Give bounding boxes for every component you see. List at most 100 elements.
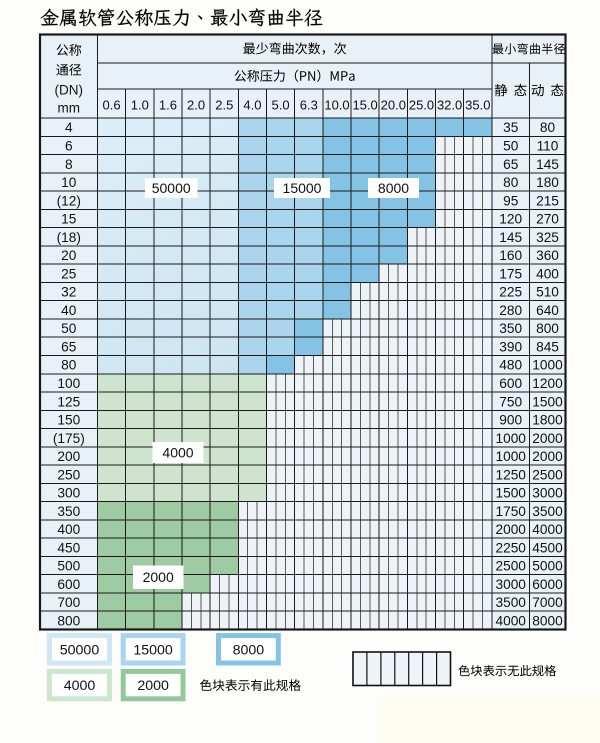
svg-text:40: 40 — [61, 303, 77, 318]
svg-text:145: 145 — [499, 230, 522, 245]
svg-text:250: 250 — [57, 467, 80, 482]
svg-text:(12): (12) — [57, 193, 81, 208]
svg-text:32: 32 — [61, 285, 76, 300]
svg-text:20: 20 — [61, 248, 77, 263]
svg-text:2500: 2500 — [532, 467, 563, 482]
svg-text:270: 270 — [536, 212, 559, 227]
svg-text:325: 325 — [536, 230, 559, 245]
svg-text:400: 400 — [57, 522, 80, 537]
svg-text:8000: 8000 — [233, 642, 265, 658]
svg-text:1500: 1500 — [532, 394, 563, 409]
svg-text:15.0: 15.0 — [352, 97, 377, 112]
svg-text:8000: 8000 — [378, 180, 409, 196]
svg-text:145: 145 — [536, 157, 559, 172]
svg-text:215: 215 — [536, 193, 559, 208]
svg-text:3500: 3500 — [495, 595, 526, 610]
svg-text:500: 500 — [57, 559, 80, 574]
svg-text:(DN): (DN) — [55, 82, 84, 97]
svg-text:10.0: 10.0 — [324, 97, 349, 112]
svg-text:800: 800 — [57, 614, 80, 629]
svg-text:160: 160 — [499, 248, 522, 263]
svg-text:100: 100 — [57, 376, 80, 391]
svg-text:25.0: 25.0 — [409, 97, 434, 112]
svg-text:95: 95 — [503, 193, 519, 208]
svg-text:800: 800 — [536, 321, 559, 336]
svg-text:1.0: 1.0 — [131, 97, 149, 112]
svg-text:510: 510 — [536, 285, 559, 300]
svg-text:350: 350 — [499, 321, 522, 336]
svg-text:400: 400 — [536, 266, 559, 281]
svg-text:65: 65 — [503, 157, 519, 172]
svg-text:7000: 7000 — [532, 595, 563, 610]
svg-text:0.6: 0.6 — [103, 97, 121, 112]
svg-text:2000: 2000 — [532, 431, 563, 446]
svg-text:6: 6 — [65, 139, 73, 154]
svg-text:6.3: 6.3 — [300, 97, 318, 112]
svg-text:8: 8 — [65, 157, 73, 172]
svg-text:4000: 4000 — [162, 445, 193, 461]
svg-text:450: 450 — [57, 540, 80, 555]
svg-text:65: 65 — [61, 339, 77, 354]
svg-text:4000: 4000 — [532, 522, 563, 537]
svg-text:4.0: 4.0 — [243, 97, 261, 112]
svg-text:20.0: 20.0 — [381, 97, 406, 112]
svg-text:80: 80 — [540, 120, 556, 135]
svg-text:8000: 8000 — [532, 614, 563, 629]
svg-text:700: 700 — [57, 595, 80, 610]
svg-text:600: 600 — [57, 577, 80, 592]
svg-text:640: 640 — [536, 303, 559, 318]
svg-text:2000: 2000 — [532, 449, 563, 464]
svg-text:2000: 2000 — [143, 569, 174, 585]
svg-text:3000: 3000 — [532, 486, 563, 501]
svg-text:25: 25 — [61, 266, 77, 281]
svg-text:750: 750 — [499, 394, 522, 409]
svg-text:2000: 2000 — [137, 678, 169, 694]
svg-text:32.0: 32.0 — [437, 97, 462, 112]
svg-text:480: 480 — [499, 358, 522, 373]
svg-text:4: 4 — [65, 120, 73, 135]
svg-text:35.0: 35.0 — [465, 97, 490, 112]
svg-text:200: 200 — [57, 449, 80, 464]
svg-text:150: 150 — [57, 413, 80, 428]
svg-text:15000: 15000 — [133, 642, 173, 658]
svg-text:1000: 1000 — [532, 358, 563, 373]
svg-text:845: 845 — [536, 339, 559, 354]
svg-text:80: 80 — [503, 175, 519, 190]
svg-text:15: 15 — [61, 212, 77, 227]
svg-text:6000: 6000 — [532, 577, 563, 592]
svg-text:1750: 1750 — [495, 504, 526, 519]
svg-text:50: 50 — [61, 321, 77, 336]
svg-text:3000: 3000 — [495, 577, 526, 592]
svg-text:15000: 15000 — [283, 180, 322, 196]
svg-text:350: 350 — [57, 504, 80, 519]
svg-text:2250: 2250 — [495, 540, 526, 555]
svg-text:1250: 1250 — [495, 467, 526, 482]
svg-text:35: 35 — [503, 120, 519, 135]
svg-text:80: 80 — [61, 358, 77, 373]
svg-text:(175): (175) — [53, 431, 85, 446]
svg-text:280: 280 — [499, 303, 522, 318]
svg-text:1800: 1800 — [532, 413, 563, 428]
svg-text:10: 10 — [61, 175, 77, 190]
svg-text:1500: 1500 — [495, 486, 526, 501]
svg-text:4500: 4500 — [532, 540, 563, 555]
svg-text:4000: 4000 — [495, 614, 526, 629]
svg-text:5000: 5000 — [532, 559, 563, 574]
svg-text:600: 600 — [499, 376, 522, 391]
svg-text:(18): (18) — [57, 230, 81, 245]
svg-text:5.0: 5.0 — [272, 97, 290, 112]
svg-text:390: 390 — [499, 339, 522, 354]
svg-text:1000: 1000 — [495, 449, 526, 464]
svg-text:2.5: 2.5 — [215, 97, 233, 112]
svg-text:110: 110 — [537, 139, 559, 154]
svg-text:50000: 50000 — [152, 180, 191, 196]
svg-text:mm: mm — [58, 100, 81, 115]
svg-text:3500: 3500 — [532, 504, 563, 519]
svg-text:1.6: 1.6 — [159, 97, 177, 112]
svg-text:360: 360 — [536, 248, 559, 263]
svg-text:2.0: 2.0 — [187, 97, 205, 112]
svg-text:1000: 1000 — [495, 431, 526, 446]
svg-text:2000: 2000 — [495, 522, 526, 537]
svg-text:900: 900 — [499, 413, 522, 428]
svg-text:125: 125 — [57, 394, 80, 409]
